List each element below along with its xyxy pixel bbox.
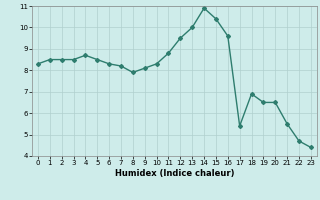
X-axis label: Humidex (Indice chaleur): Humidex (Indice chaleur) <box>115 169 234 178</box>
